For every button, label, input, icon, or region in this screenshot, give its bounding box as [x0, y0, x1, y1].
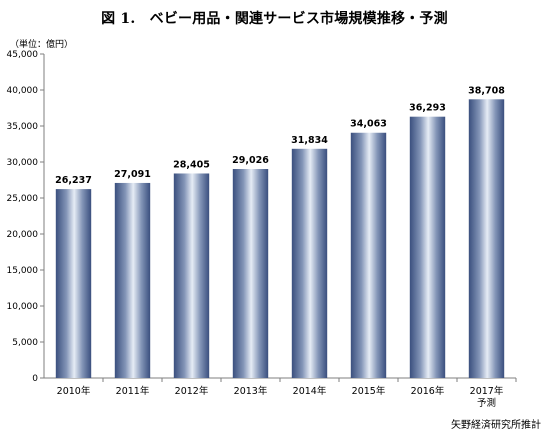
- y-tick-label: 5,000: [12, 338, 38, 348]
- x-tick-label: 2014年: [293, 385, 327, 397]
- data-label: 27,091: [114, 169, 151, 180]
- x-tick-label: 2011年: [116, 385, 150, 397]
- bar: [232, 169, 269, 378]
- y-tick-label: 45,000: [7, 50, 39, 60]
- y-tick-label: 10,000: [7, 302, 39, 312]
- data-label: 34,063: [350, 119, 387, 130]
- x-tick-label: 予測: [477, 397, 496, 409]
- data-labels: 26,237 27,091 28,405 29,026 31,834 34,063 36,2…: [55, 85, 505, 186]
- y-tick-label: 25,000: [7, 194, 39, 204]
- bar: [55, 189, 92, 378]
- y-tick-label: 40,000: [7, 86, 39, 96]
- y-tick-label: 0: [32, 374, 38, 384]
- y-tick-label: 30,000: [7, 158, 39, 168]
- x-tick-label: 2012年: [175, 385, 209, 397]
- y-tick-label: 35,000: [7, 122, 39, 132]
- data-label: 36,293: [409, 103, 446, 114]
- x-tick-label: 2017年: [470, 385, 504, 397]
- data-label: 26,237: [55, 175, 92, 186]
- bar: [114, 182, 151, 378]
- bar: [468, 99, 505, 378]
- bar: [409, 116, 446, 378]
- y-tick-label: 15,000: [7, 266, 39, 276]
- y-tick-label: 20,000: [7, 230, 39, 240]
- x-tick-label: 2016年: [411, 385, 445, 397]
- x-tick-label: 2013年: [234, 385, 268, 397]
- bar: [291, 148, 328, 378]
- x-tick-label: 2015年: [352, 385, 386, 397]
- data-label: 29,026: [232, 155, 269, 166]
- x-tick-label: 2010年: [57, 385, 91, 397]
- chart-title: 図 1. ベビー用品・関連サービス市場規模推移・予測: [101, 11, 448, 27]
- bars: [55, 99, 505, 378]
- unit-label: （単位：億円）: [10, 40, 74, 50]
- bar: [350, 132, 387, 378]
- data-label: 28,405: [173, 159, 210, 170]
- source-note: 矢野経済研究所推計: [451, 420, 541, 431]
- axes: 0 5,000 10,000 15,000 20,000 25,000 30,000 35,0…: [7, 50, 517, 409]
- data-label: 31,834: [291, 135, 328, 146]
- bar: [173, 173, 210, 378]
- data-label: 38,708: [468, 85, 505, 96]
